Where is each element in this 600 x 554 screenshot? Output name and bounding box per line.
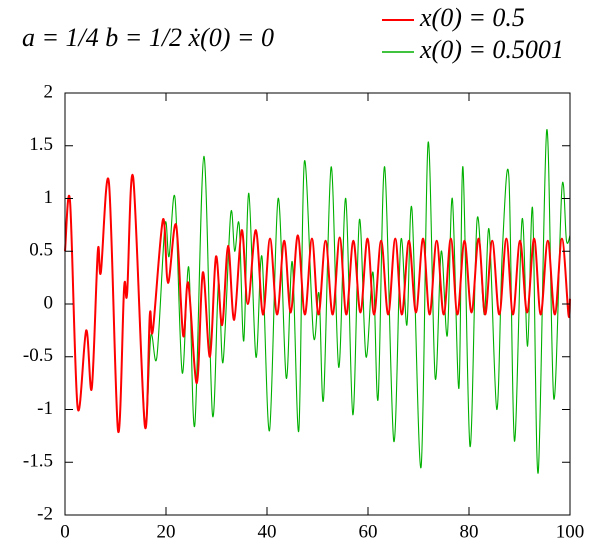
x-tick-label: 100: [556, 521, 585, 542]
y-tick-label: 2: [44, 81, 54, 102]
x-tick-label: 0: [60, 521, 70, 542]
y-tick-label: 0.5: [29, 240, 53, 261]
legend-label: x(0) = 0.5001: [419, 35, 564, 64]
y-tick-label: -2: [37, 503, 53, 524]
x-tick-label: 20: [157, 521, 176, 542]
y-tick-label: -0.5: [23, 345, 53, 366]
x-tick-label: 40: [258, 521, 277, 542]
series-line: [64, 173, 571, 434]
y-tick-label: 0: [44, 292, 54, 313]
y-tick-label: -1: [37, 398, 53, 419]
annotation: a = 1/4 b = 1/2 ẋ(0) = 0: [22, 23, 274, 52]
series-line: [64, 129, 571, 474]
y-tick-label: -1.5: [23, 451, 53, 472]
y-tick-label: 1: [44, 187, 54, 208]
x-tick-label: 80: [460, 521, 479, 542]
x-tick-label: 60: [359, 521, 378, 542]
y-tick-label: 1.5: [29, 134, 53, 155]
legend-label: x(0) = 0.5: [419, 3, 525, 32]
